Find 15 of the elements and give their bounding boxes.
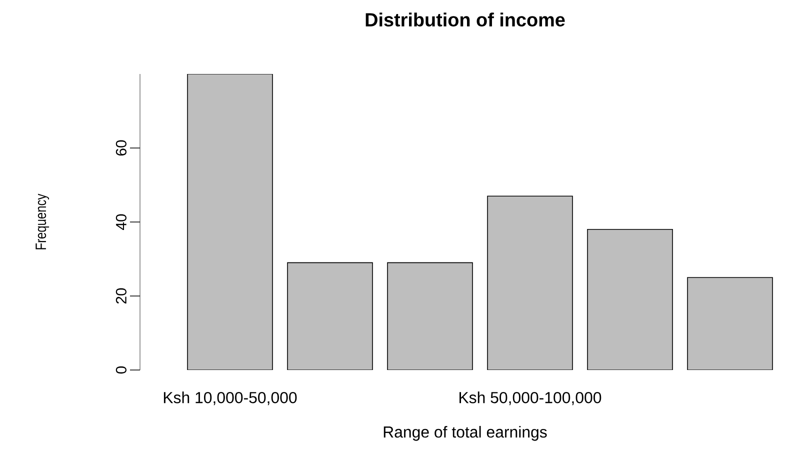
y-tick-label: 20 [116,288,126,304]
bar [388,262,472,370]
x-tick-label: Ksh 10,000-50,000 [164,392,297,406]
y-tick-label: 0 [116,366,126,374]
x-axis-title: Range of total earnings [384,426,547,441]
y-axis-title: Frequency [36,194,50,250]
x-tick-label: Ksh 50,000-100,000 [460,392,602,406]
bar [588,229,672,370]
chart-title: Distribution of income [366,12,565,27]
bar [687,277,773,370]
y-tick-label: 60 [116,140,126,156]
bar [488,196,572,370]
bar [288,262,372,370]
y-tick-label: 40 [116,214,126,230]
bar [188,74,272,370]
